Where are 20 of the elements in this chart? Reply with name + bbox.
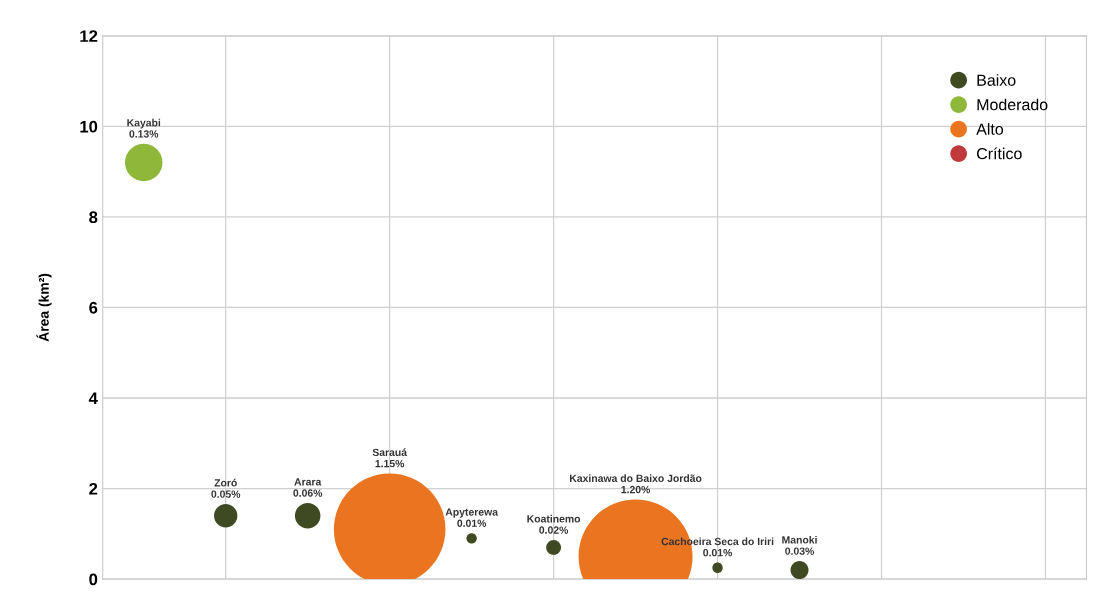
annotation: Zoró 0.05% (211, 478, 241, 498)
annotation: Kayabi 0.13% (127, 118, 161, 138)
annotation: Koatinemo 0.02% (527, 514, 581, 534)
legend-label: Alto (976, 123, 1004, 135)
y-tick-label: 10 (80, 120, 98, 133)
legend-label: Crítico (977, 147, 1022, 160)
annotation: Manoki 0.03% (782, 535, 817, 555)
y-tick-label: 12 (80, 30, 98, 42)
annotation: Apyterewa 0.01% (445, 508, 499, 527)
annotation: Arara 0.06% (293, 478, 323, 497)
annotation: Sarauá 1.15% (372, 448, 408, 468)
y-tick-label: 4 (88, 392, 98, 405)
y-tick-label: 6 (89, 301, 98, 314)
y-axis-title: Área (km²) (36, 273, 52, 342)
y-tick-label: 2 (89, 482, 98, 495)
annotation: Kaxinawa do Baixo Jordão 1.20% (570, 474, 702, 494)
y-tick-label: 8 (89, 211, 98, 224)
legend-label: Baixo (977, 74, 1016, 86)
y-tick-label: 0 (89, 573, 98, 586)
legend-label: Moderado (977, 98, 1048, 111)
